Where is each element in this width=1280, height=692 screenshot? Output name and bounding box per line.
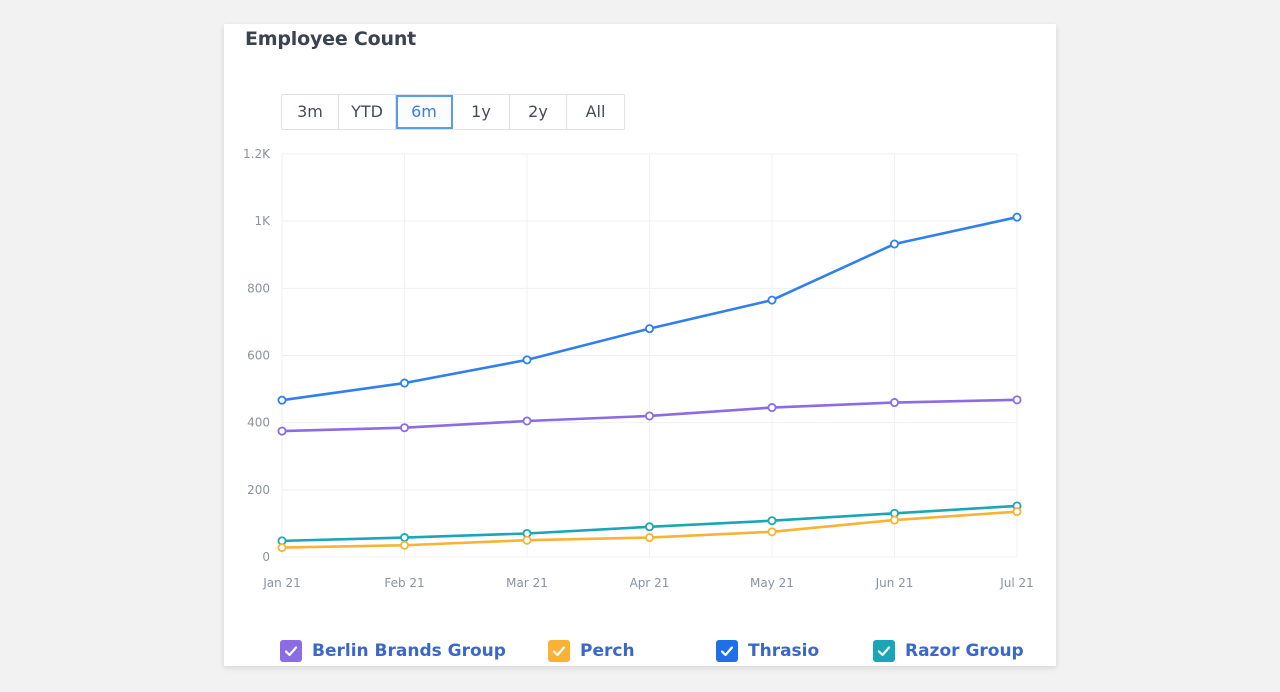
data-point-perch xyxy=(1012,507,1022,517)
range-3m-button[interactable]: 3m xyxy=(282,95,339,129)
data-point-perch xyxy=(890,515,900,525)
range-selector: 3m YTD 6m 1y 2y All xyxy=(281,94,625,130)
legend-item-razor-group[interactable]: Razor Group xyxy=(873,640,1024,662)
data-point-berlin-brands-group xyxy=(644,411,654,421)
data-point-berlin-brands-group xyxy=(1012,395,1022,405)
y-tick-label: 600 xyxy=(247,349,270,363)
range-ytd-button[interactable]: YTD xyxy=(339,95,396,129)
data-point-thrasio xyxy=(767,295,777,305)
x-tick-label: Jan 21 xyxy=(262,576,301,590)
employee-count-card: Employee Count 3m YTD 6m 1y 2y All 0 200 4… xyxy=(224,24,1056,666)
data-point-perch xyxy=(644,533,654,543)
range-1y-button[interactable]: 1y xyxy=(453,95,510,129)
y-tick-label: 1K xyxy=(254,214,271,228)
y-tick-label: 1.2K xyxy=(243,147,271,161)
x-tick-label: Jun 21 xyxy=(875,576,914,590)
data-point-razor-group xyxy=(644,522,654,532)
data-point-razor-group xyxy=(767,516,777,526)
data-point-perch xyxy=(522,535,532,545)
legend-label: Razor Group xyxy=(905,641,1024,661)
data-point-thrasio xyxy=(399,378,409,388)
legend-item-perch[interactable]: Perch xyxy=(548,640,635,662)
data-point-berlin-brands-group xyxy=(767,403,777,413)
card-title: Employee Count xyxy=(245,28,417,50)
legend-label: Thrasio xyxy=(748,641,820,661)
data-point-perch xyxy=(277,543,287,553)
data-point-thrasio xyxy=(277,395,287,405)
x-tick-label: Feb 21 xyxy=(384,576,424,590)
legend-checkbox-thrasio[interactable] xyxy=(716,640,738,662)
check-icon xyxy=(552,646,566,657)
legend-label: Perch xyxy=(580,641,635,661)
data-point-berlin-brands-group xyxy=(522,416,532,426)
data-point-thrasio xyxy=(1012,212,1022,222)
legend-item-thrasio[interactable]: Thrasio xyxy=(716,640,819,662)
x-tick-label: Jul 21 xyxy=(999,576,1034,590)
y-tick-label: 200 xyxy=(247,483,270,497)
data-point-perch xyxy=(399,540,409,550)
legend-item-berlin-brands-group[interactable]: Berlin Brands Group xyxy=(280,640,506,662)
data-point-berlin-brands-group xyxy=(277,426,287,436)
check-icon xyxy=(720,646,734,657)
check-icon xyxy=(877,646,891,657)
data-point-thrasio xyxy=(522,355,532,365)
legend-checkbox-perch[interactable] xyxy=(548,640,570,662)
range-all-button[interactable]: All xyxy=(585,102,606,121)
line-chart: 0 200 400 600 800 1K 1.2K Jan 21 Feb 21 Mar 21 Apr… xyxy=(243,147,1034,590)
y-tick-label: 800 xyxy=(247,281,270,295)
check-icon xyxy=(284,646,298,657)
range-6m-button[interactable]: 6m xyxy=(396,95,453,129)
y-tick-label: 400 xyxy=(247,416,270,430)
data-point-razor-group xyxy=(399,533,409,543)
y-tick-label: 0 xyxy=(262,550,270,564)
legend-label: Berlin Brands Group xyxy=(312,641,506,661)
data-point-thrasio xyxy=(644,324,654,334)
x-tick-label: Mar 21 xyxy=(506,576,548,590)
x-tick-label: May 21 xyxy=(750,576,794,590)
data-point-thrasio xyxy=(890,239,900,249)
data-point-berlin-brands-group xyxy=(890,398,900,408)
legend-checkbox-berlin-brands-group[interactable] xyxy=(280,640,302,662)
range-2y-button[interactable]: 2y xyxy=(510,95,567,129)
data-point-perch xyxy=(767,527,777,537)
legend-checkbox-razor-group[interactable] xyxy=(873,640,895,662)
chart-legend: Berlin Brands Group Perch Thrasio Razor … xyxy=(224,640,1056,666)
x-tick-label: Apr 21 xyxy=(630,576,670,590)
data-point-berlin-brands-group xyxy=(399,423,409,433)
